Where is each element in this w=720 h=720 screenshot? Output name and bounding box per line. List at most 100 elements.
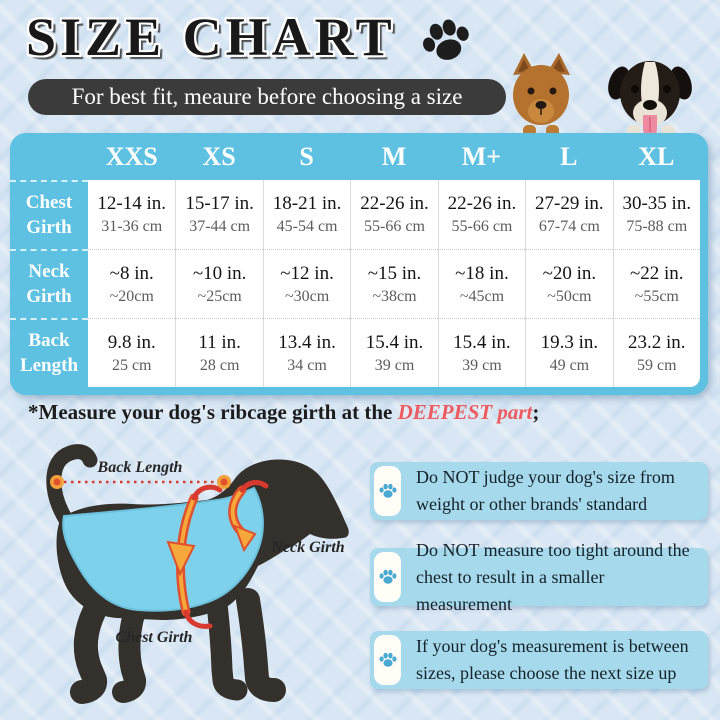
size-cell-XXS-row2: 9.8 in. 25 cm xyxy=(88,318,176,387)
size-value-inches: 12-14 in. xyxy=(97,193,167,214)
size-value-cm: 49 cm xyxy=(549,356,590,374)
size-cell-S-row0: 18-21 in. 45-54 cm xyxy=(262,180,350,249)
paw-print-icon xyxy=(379,652,396,667)
black-white-dog-photo xyxy=(608,61,692,136)
tip-box-measure-tight: Do NOT measure too tight around the ches… xyxy=(370,539,708,614)
size-value-cm: 55-66 cm xyxy=(364,218,425,235)
neck-girth-arrow xyxy=(233,524,257,553)
size-value-inches: 15.4 in. xyxy=(453,331,511,353)
measure-note: *Measure your dog's ribcage girth at the… xyxy=(28,400,539,425)
size-value-inches: ~20 in. xyxy=(542,262,597,284)
size-value-cm: 39 cm xyxy=(462,356,502,374)
size-value-cm: ~25cm xyxy=(197,287,242,305)
size-value-cm: 75-88 cm xyxy=(626,218,688,235)
dog-legs xyxy=(70,588,286,704)
size-value-inches: ~8 in. xyxy=(109,262,154,284)
size-value-cm: 34 cm xyxy=(287,356,327,374)
size-value-inches: 9.8 in. xyxy=(107,331,156,353)
neck-girth-label: Neck Girth xyxy=(270,539,344,556)
size-cell-M+-row1: ~18 in. ~45cm xyxy=(437,249,526,318)
size-chart-table: XXS XS S M M+ L XL Chest Girth Neck Girt… xyxy=(10,133,708,395)
size-cell-XL-row2: 23.2 in. 59 cm xyxy=(612,318,700,387)
size-value-inches: 27-29 in. xyxy=(535,193,604,214)
size-cell-L-row0: 27-29 in. 67-74 cm xyxy=(525,180,612,249)
size-value-cm: 45-54 cm xyxy=(276,218,338,235)
size-value-inches: 18-21 in. xyxy=(272,193,342,214)
size-value-cm: 31-36 cm xyxy=(101,218,163,235)
size-value-inches: 13.4 in. xyxy=(278,331,336,353)
size-value-cm: 59 cm xyxy=(637,356,677,374)
column-header-xs: XS xyxy=(202,141,236,171)
tip-box-between-sizes: If your dog's measurement is between siz… xyxy=(370,631,708,689)
size-value-cm: 25 cm xyxy=(111,356,152,374)
size-value-inches: 23.2 in. xyxy=(628,331,686,353)
row-label-chest-girth: Chest Girth xyxy=(10,180,88,249)
size-cell-M-row0: 22-26 in. 55-66 cm xyxy=(350,180,437,249)
column-header-xl: XL xyxy=(638,141,675,171)
table-header-row: XXS XS S M M+ L XL xyxy=(88,133,700,180)
row-label-line: Chest xyxy=(25,191,73,213)
column-header-m-plus: M+ xyxy=(461,141,502,171)
column-header-m: M xyxy=(381,141,407,171)
row-label-line: Length xyxy=(19,354,79,376)
size-value-inches: 22-26 in. xyxy=(360,193,429,214)
note-highlight: DEEPEST part xyxy=(397,400,533,424)
tan-dog-photo xyxy=(513,53,570,136)
dog-measurement-diagram: Back Length Neck Girth Chest Girth xyxy=(46,444,349,704)
size-value-cm: ~20cm xyxy=(109,287,154,305)
tip-tab xyxy=(374,466,401,516)
back-length-label: Back Length xyxy=(97,459,183,476)
size-value-cm: ~38cm xyxy=(372,287,417,305)
size-value-cm: ~50cm xyxy=(547,287,592,305)
size-cell-M-row1: ~15 in. ~38cm xyxy=(350,249,438,318)
size-grid: 12-14 in. 31-36 cm 15-17 in. 37-44 cm 18-21 … xyxy=(88,180,700,387)
size-value-inches: 22-26 in. xyxy=(447,193,517,214)
note-prefix: *Measure your dog's ribcage girth at the xyxy=(28,400,398,424)
size-cell-XL-row1: ~22 in. ~55cm xyxy=(612,249,700,318)
back-length-measure xyxy=(50,475,231,489)
size-value-cm: ~55cm xyxy=(634,287,679,305)
size-cell-XS-row0: 15-17 in. 37-44 cm xyxy=(175,180,262,249)
size-cell-S-row1: ~12 in. ~30cm xyxy=(262,249,351,318)
tip-text: Do NOT judge your dog's size from weight… xyxy=(416,467,675,514)
column-header-xxs: XXS xyxy=(105,141,158,171)
chest-girth-band xyxy=(166,484,223,629)
size-value-inches: 15-17 in. xyxy=(185,193,254,214)
paw-print-icon xyxy=(379,569,396,584)
size-cell-M-row2: 15.4 in. 39 cm xyxy=(350,318,438,387)
size-value-cm: 55-66 cm xyxy=(451,218,513,235)
size-cell-XS-row1: ~10 in. ~25cm xyxy=(175,249,263,318)
tip-tab xyxy=(374,552,401,602)
chest-girth-label: Chest Girth xyxy=(116,629,193,646)
size-cell-M+-row2: 15.4 in. 39 cm xyxy=(437,318,526,387)
tagline-banner: For best fit, meaure before choosing a s… xyxy=(28,79,506,115)
row-label-neck-girth: Neck Girth xyxy=(10,249,88,318)
size-value-inches: 15.4 in. xyxy=(365,331,424,353)
size-cell-M+-row0: 22-26 in. 55-66 cm xyxy=(437,180,525,249)
size-cell-XXS-row0: 12-14 in. 31-36 cm xyxy=(88,180,175,249)
size-value-cm: 28 cm xyxy=(199,356,240,374)
tip-text: Do NOT measure too tight around the ches… xyxy=(416,539,690,614)
size-cell-S-row2: 13.4 in. 34 cm xyxy=(262,318,351,387)
size-cell-L-row1: ~20 in. ~50cm xyxy=(525,249,613,318)
size-value-inches: 19.3 in. xyxy=(540,331,599,353)
column-header-s: S xyxy=(299,141,314,171)
size-value-cm: 39 cm xyxy=(374,356,415,374)
tip-text: If your dog's measurement is between siz… xyxy=(416,636,689,683)
row-label-line: Neck xyxy=(28,260,70,282)
tip-box-size-standard: Do NOT judge your dog's size from weight… xyxy=(370,462,708,520)
size-value-inches: 11 in. xyxy=(198,331,241,353)
row-label-line: Girth xyxy=(26,285,72,307)
size-value-cm: ~45cm xyxy=(459,287,505,305)
size-value-inches: ~15 in. xyxy=(367,262,422,284)
size-value-inches: ~10 in. xyxy=(192,262,247,284)
size-cell-XL-row0: 30-35 in. 75-88 cm xyxy=(612,180,700,249)
size-value-inches: ~12 in. xyxy=(280,262,334,284)
row-label-column: Chest Girth Neck Girth Back Length xyxy=(10,180,88,387)
size-cell-L-row2: 19.3 in. 49 cm xyxy=(525,318,613,387)
neck-girth-band xyxy=(228,480,269,553)
chest-girth-arrow xyxy=(166,540,196,577)
size-value-inches: 30-35 in. xyxy=(622,193,692,214)
size-cell-XS-row2: 11 in. 28 cm xyxy=(175,318,263,387)
size-cell-XXS-row1: ~8 in. ~20cm xyxy=(88,249,176,318)
